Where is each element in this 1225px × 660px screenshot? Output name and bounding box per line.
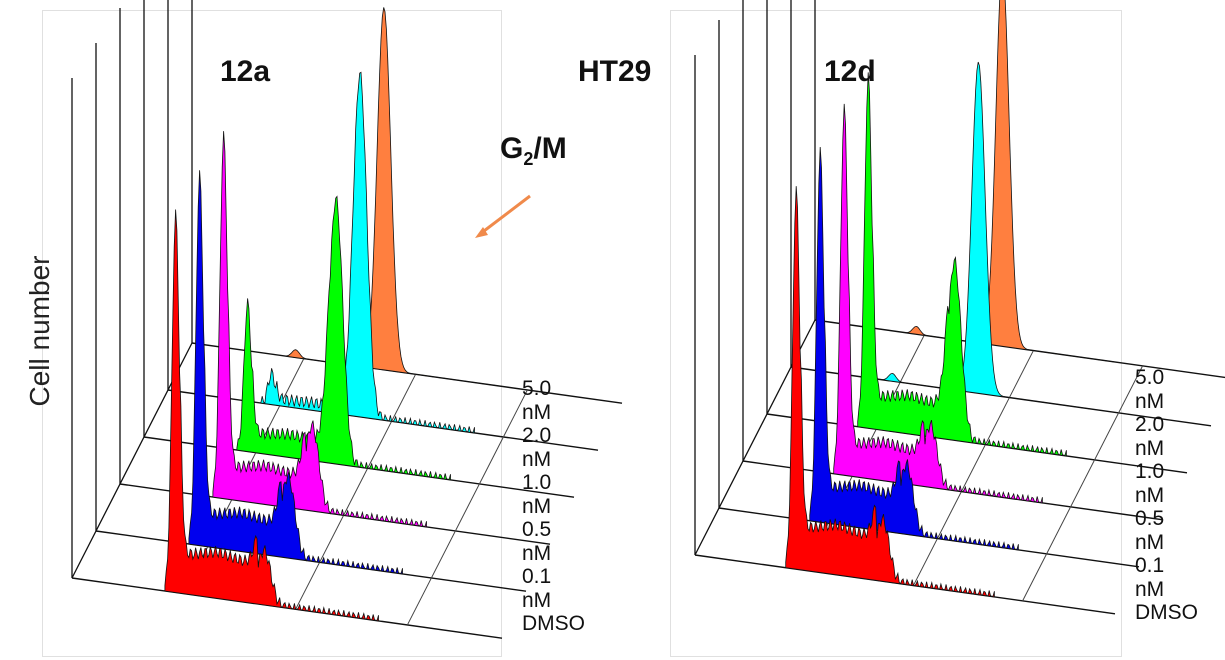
level-label: 0.1 nM xyxy=(522,565,551,613)
histogram-5-0-nM xyxy=(906,0,1115,362)
histogram-1-0-nM xyxy=(237,196,451,480)
level-label: 5.0 nM xyxy=(522,377,551,425)
histogram-5-0-nM xyxy=(285,7,499,386)
level-label: 0.1 nM xyxy=(1135,554,1164,602)
g2m-arrow xyxy=(480,196,530,234)
level-label: DMSO xyxy=(1135,601,1198,625)
depth-grid-line xyxy=(1023,366,1143,601)
level-label: 0.5 nM xyxy=(522,518,551,566)
histogram-1-0-nM xyxy=(858,72,1067,456)
level-label: 5.0 nM xyxy=(1135,366,1164,414)
level-label: 2.0 nM xyxy=(522,424,551,472)
level-label: 1.0 nM xyxy=(1135,460,1164,508)
histogram-2-0-nM xyxy=(261,72,475,433)
level-label: 1.0 nM xyxy=(522,471,551,519)
level-label: 0.5 nM xyxy=(1135,507,1164,555)
level-label: DMSO xyxy=(522,612,585,636)
level-label: 2.0 nM xyxy=(1135,413,1164,461)
